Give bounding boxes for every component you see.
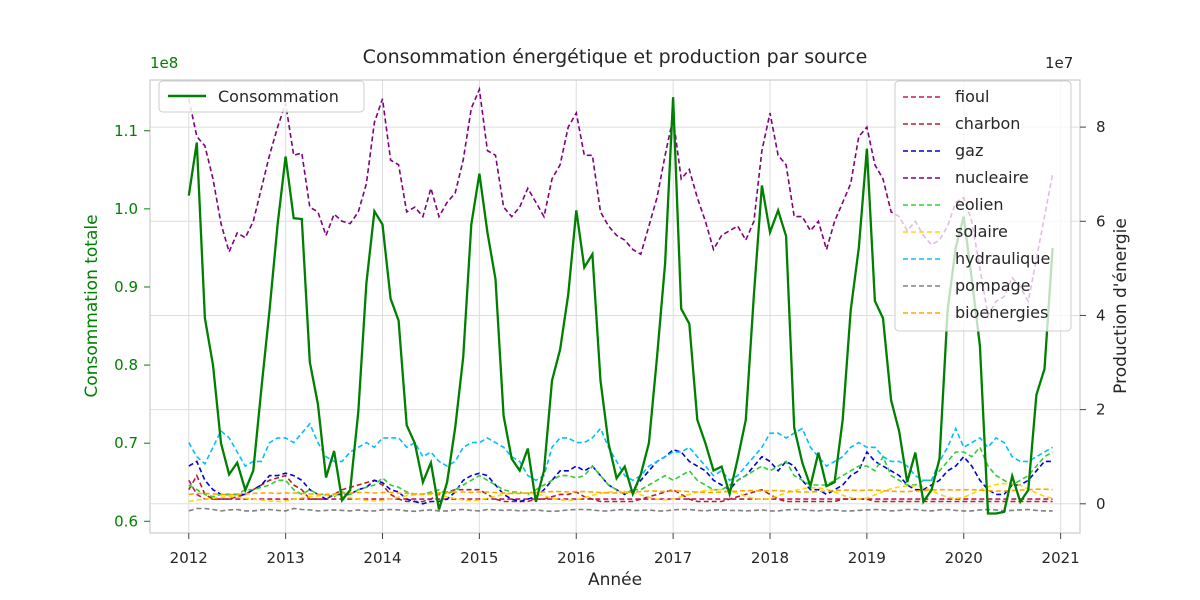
series-line-nucleaire — [188, 86, 1054, 318]
x-tick-label: 2016 — [557, 549, 595, 567]
x-tick-label: 2013 — [267, 549, 305, 567]
plot-frame — [149, 79, 1081, 534]
legend-label: solaire — [955, 222, 1008, 241]
consumption-series — [187, 97, 1054, 515]
left-tick-label: 0.8 — [114, 356, 138, 374]
x-tick-label: 2021 — [1042, 549, 1080, 567]
series-line-solaire — [188, 482, 1053, 503]
left-tick-label: 1.1 — [114, 122, 138, 140]
legend-label: charbon — [955, 114, 1020, 133]
left-tick-label: 0.9 — [114, 278, 138, 296]
left-multiplier: 1e8 — [150, 54, 178, 72]
x-tick-label: 2020 — [945, 549, 983, 567]
right-tick-label: 8 — [1096, 118, 1106, 136]
x-axis-label: Année — [588, 570, 642, 590]
legend-box — [894, 80, 1072, 332]
right-tick-label: 4 — [1096, 306, 1106, 324]
legend-label: eolien — [955, 195, 1004, 214]
left-axis-label: Consommation totale — [82, 214, 102, 397]
legend-consumption: Consommation — [158, 80, 365, 113]
series-line-bioenergies — [188, 488, 1053, 496]
x-tick-label: 2017 — [654, 549, 692, 567]
legend-label: bioenergies — [955, 303, 1048, 322]
chart-title: Consommation énergétique et production p… — [363, 46, 868, 68]
legend-label: hydraulique — [955, 249, 1050, 268]
legend-label: gaz — [955, 141, 983, 160]
series-line-charbon — [188, 473, 1053, 503]
left-tick-label: 1.0 — [114, 200, 138, 218]
right-tick-label: 6 — [1096, 212, 1106, 230]
production-series — [188, 86, 1054, 513]
right-multiplier: 1e7 — [1045, 54, 1073, 72]
series-line-fioul — [188, 479, 1053, 500]
series-line-pompage — [188, 507, 1053, 513]
right-tick-label: 0 — [1096, 495, 1106, 513]
x-tick-label: 2012 — [170, 549, 208, 567]
legend-box — [158, 80, 365, 113]
right-tick-label: 2 — [1096, 401, 1106, 419]
x-tick-label: 2018 — [751, 549, 789, 567]
right-y-axis: 0 2 4 6 8 — [1080, 118, 1106, 513]
x-axis: 2012 2013 2014 2015 2016 2017 2018 2019 2020 2021 — [170, 533, 1080, 567]
left-tick-label: 0.7 — [114, 434, 138, 452]
x-tick-label: 2014 — [363, 549, 401, 567]
legend-label: nucleaire — [955, 168, 1029, 187]
x-tick-label: 2015 — [460, 549, 498, 567]
legend-label: fioul — [955, 87, 989, 106]
series-line-hydraulique — [188, 422, 1054, 482]
right-axis-label: Production d'énergie — [1111, 218, 1131, 394]
series-line-consommation — [187, 97, 1054, 515]
legend-production: fioul charbon gaz nucleaire eolien solaire hyd… — [894, 80, 1072, 332]
legend-label: pompage — [955, 276, 1031, 295]
x-tick-label: 2019 — [848, 549, 886, 567]
left-tick-label: 0.6 — [114, 512, 138, 530]
left-y-axis: 0.6 0.7 0.8 0.9 1.0 1.1 — [114, 122, 150, 530]
legend-label: Consommation — [218, 87, 339, 106]
